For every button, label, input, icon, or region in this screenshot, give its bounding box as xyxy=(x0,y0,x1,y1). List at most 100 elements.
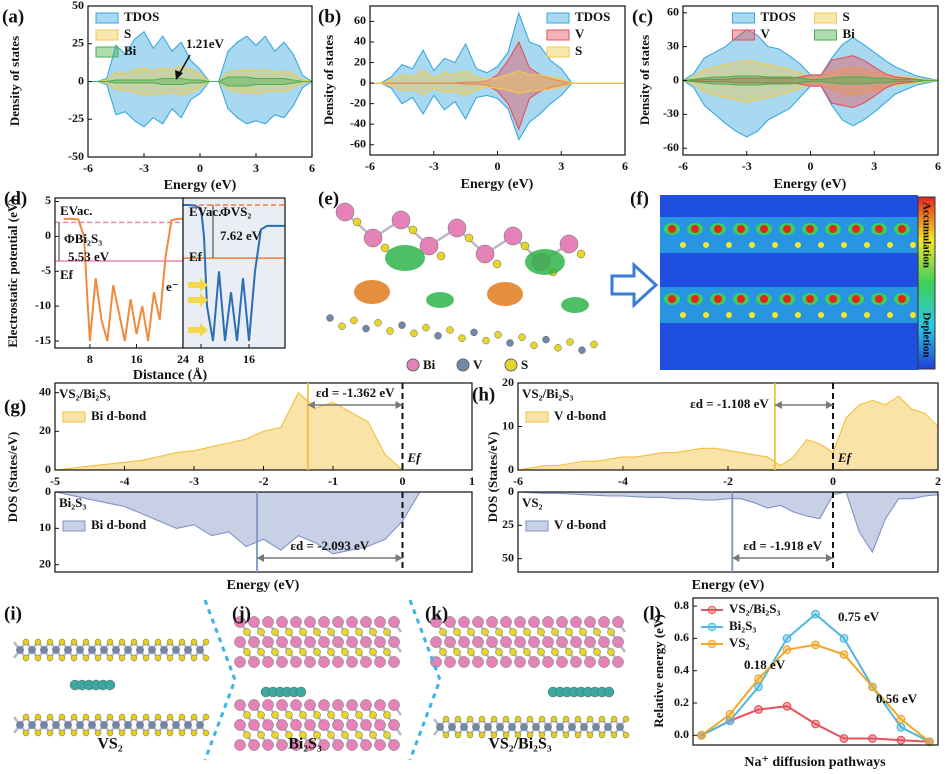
atom xyxy=(262,719,274,731)
atom xyxy=(369,731,377,739)
x-tick-label: -2 xyxy=(259,474,269,488)
atom xyxy=(166,729,174,737)
atom xyxy=(290,699,302,711)
marker xyxy=(896,735,906,745)
atom xyxy=(285,711,293,719)
atom xyxy=(556,616,568,628)
atom xyxy=(82,713,90,721)
atom xyxy=(64,646,72,654)
atom xyxy=(537,628,545,636)
atom xyxy=(154,654,162,662)
annotation: 0.56 eV xyxy=(876,691,918,706)
atom xyxy=(58,654,66,662)
atom xyxy=(290,719,302,731)
atom xyxy=(542,616,554,628)
y-tick-label: -25 xyxy=(68,111,84,125)
atom xyxy=(332,616,344,628)
panel-label: (f) xyxy=(630,188,649,209)
atom xyxy=(496,723,504,731)
atom xyxy=(580,723,588,731)
charge-spot xyxy=(864,242,870,248)
line xyxy=(63,217,183,342)
y-tick-label: 0.6 xyxy=(674,630,689,644)
arrow-head xyxy=(826,401,833,409)
atom xyxy=(538,731,546,739)
atom xyxy=(607,628,615,636)
atom xyxy=(276,656,288,668)
atom xyxy=(584,656,596,668)
atom xyxy=(453,628,461,636)
marker xyxy=(782,645,792,655)
atom xyxy=(380,243,390,253)
atom xyxy=(299,711,307,719)
dos-curve xyxy=(88,80,312,87)
atom xyxy=(106,638,114,646)
atom xyxy=(472,656,484,668)
charge-blob xyxy=(561,297,589,313)
legend-swatch xyxy=(546,29,570,41)
atom xyxy=(136,721,144,729)
y-axis-label: Relative energy (eV) xyxy=(651,614,666,727)
atom xyxy=(304,719,316,731)
atom xyxy=(570,656,582,668)
atom xyxy=(586,715,594,723)
charge-spot xyxy=(806,295,814,303)
atom xyxy=(528,656,540,668)
marker xyxy=(754,674,763,684)
atom xyxy=(500,616,512,628)
atom xyxy=(475,244,495,264)
charge-spot xyxy=(760,295,768,303)
atom xyxy=(234,636,246,648)
atom xyxy=(130,638,138,646)
charge-spot xyxy=(668,295,676,303)
atom xyxy=(460,723,468,731)
atom xyxy=(184,721,192,729)
plot-frame xyxy=(692,597,939,746)
atom xyxy=(454,731,462,739)
atom xyxy=(481,628,489,636)
y-tick-label: 5 xyxy=(45,193,51,207)
plot-frame xyxy=(54,491,473,573)
annotation: e⁻ xyxy=(166,279,179,294)
charge-spot xyxy=(726,312,732,318)
x-tick-label: 0 xyxy=(400,474,406,488)
atom xyxy=(304,739,316,751)
atom xyxy=(566,338,574,346)
charge-spot xyxy=(749,242,755,248)
charge-band xyxy=(660,217,918,253)
area-shade xyxy=(683,29,938,81)
area-shade xyxy=(370,83,625,140)
marker xyxy=(782,633,792,643)
legend-swatch xyxy=(732,12,755,24)
atom xyxy=(360,699,372,711)
marker xyxy=(725,709,735,719)
atom xyxy=(118,638,126,646)
atom xyxy=(466,715,474,723)
panel-label: (j) xyxy=(232,603,251,624)
d-band-label: εd = -1.108 eV xyxy=(690,396,769,411)
arrow-head xyxy=(732,554,740,562)
atom xyxy=(106,713,114,721)
atom xyxy=(34,729,42,737)
atom xyxy=(484,723,492,731)
atom xyxy=(346,699,358,711)
atom xyxy=(154,729,162,737)
arrow-head xyxy=(257,554,265,562)
atom xyxy=(490,715,498,723)
atom xyxy=(586,731,594,739)
y-tick-label: 0.8 xyxy=(674,598,689,612)
charge-spot xyxy=(875,295,883,303)
atom xyxy=(369,628,377,636)
atom xyxy=(481,648,489,656)
atom xyxy=(448,723,456,731)
atom xyxy=(318,719,330,731)
annotation: Ef xyxy=(189,249,203,264)
d-band-label: εd = -1.918 eV xyxy=(743,538,822,553)
charge-spot xyxy=(691,295,699,303)
y-tick-label: 40 xyxy=(354,34,366,48)
legend-swatch xyxy=(95,46,119,58)
charge-spot xyxy=(749,312,755,318)
plot-frame xyxy=(87,5,313,158)
annotation: Ef xyxy=(60,267,74,282)
atom xyxy=(391,210,411,230)
